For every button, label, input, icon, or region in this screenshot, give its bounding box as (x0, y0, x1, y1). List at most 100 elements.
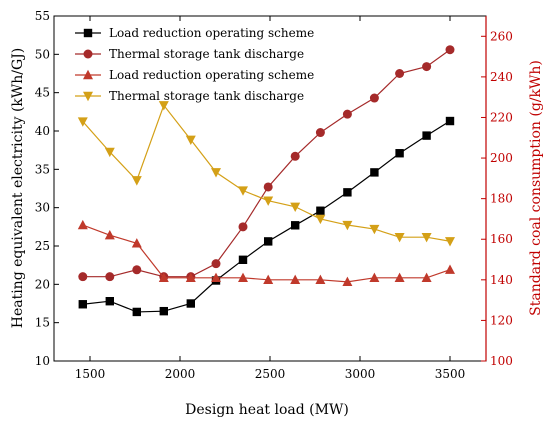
series-4-line (82, 104, 451, 242)
series-1-point (78, 300, 87, 309)
legend-label-1: Load reduction operating scheme (109, 26, 314, 40)
series-4-point (394, 233, 405, 243)
series-1-point (370, 168, 379, 177)
series-2-point (369, 93, 379, 103)
x-tick-label: 3500 (435, 367, 466, 381)
y-left-tick-label: 15 (35, 316, 50, 330)
series-3-point (421, 272, 432, 282)
series-2-point (211, 259, 221, 269)
y-left-tick-label: 45 (35, 86, 50, 100)
x-axis-title: Design heat load (MW) (185, 402, 349, 418)
y-right-tick-label: 120 (490, 313, 513, 327)
series-2-point (342, 109, 352, 119)
y-left-tick-label: 55 (35, 9, 50, 23)
series-2-point (445, 45, 455, 55)
series-1-point (105, 297, 114, 306)
series-1 (78, 116, 455, 317)
legend-marker-1 (83, 28, 93, 38)
y-right-tick-label: 240 (490, 70, 513, 84)
series-3-point (185, 272, 196, 282)
series-3-point (131, 238, 142, 248)
legend-marker-2 (83, 49, 93, 59)
series-4-point (342, 220, 353, 231)
y-left-tick-label: 25 (35, 239, 50, 253)
y-right-tick-label: 180 (490, 192, 513, 206)
series-3-point (263, 274, 274, 285)
series-3 (77, 219, 455, 287)
series-2-point (422, 62, 432, 72)
series-1-point (264, 237, 273, 246)
series-1-point (238, 255, 248, 264)
y-left-tick-label: 40 (35, 124, 50, 138)
series-2-point (395, 69, 405, 78)
series-1-point (316, 206, 325, 215)
legend-marker-3 (83, 69, 93, 80)
y-right-tick-label: 200 (490, 151, 513, 165)
series-2 (78, 45, 455, 282)
y-right-tick-label: 100 (490, 354, 513, 368)
series-4-point (77, 117, 88, 127)
series-group (77, 45, 455, 317)
series-3-point (238, 272, 248, 282)
series-1-point (186, 299, 195, 308)
y-right-axis-title: Standard coal consumption (g/kWh) (528, 60, 544, 316)
series-4-point (263, 196, 274, 206)
y-axis-left: 10 15 20 25 30 35 40 45 50 55 (35, 9, 59, 368)
series-2-point (132, 265, 142, 275)
series-4-point (158, 101, 169, 111)
series-4-point (315, 214, 326, 225)
y-right-tick-label: 260 (490, 29, 513, 43)
y-left-tick-label: 35 (35, 162, 50, 176)
series-3-point (394, 272, 405, 282)
series-4-point (104, 147, 115, 158)
series-3-point (77, 219, 88, 230)
series-2-point (105, 272, 115, 282)
y-right-tick-label: 160 (490, 232, 513, 246)
series-3-point (342, 276, 353, 287)
series-4 (77, 101, 455, 247)
y-left-tick-label: 20 (35, 277, 50, 291)
y-right-tick-label: 220 (490, 110, 513, 124)
series-4-point (421, 233, 432, 243)
series-3-point (290, 274, 301, 285)
series-1-point (291, 221, 300, 230)
series-2-point (290, 151, 300, 161)
y-axis-right: 100 120 140 160 180 200 220 240 260 (481, 29, 513, 368)
series-3-point (369, 272, 380, 282)
x-axis: 1500 2000 2500 3000 3500 (75, 16, 466, 381)
series-2-point (78, 272, 88, 282)
series-3-point (158, 272, 169, 282)
series-2-point (263, 182, 273, 192)
x-tick-label: 3000 (345, 367, 376, 381)
series-4-point (185, 135, 196, 145)
legend-label-4: Thermal storage tank discharge (109, 89, 304, 103)
series-3-point (211, 272, 221, 282)
series-2-point (238, 222, 248, 232)
y-right-tick-label: 140 (490, 273, 513, 287)
legend-label-3: Load reduction operating scheme (109, 68, 314, 82)
x-tick-label: 2000 (165, 367, 196, 381)
legend-label-2: Thermal storage tank discharge (109, 47, 304, 61)
series-3-point (104, 229, 115, 240)
legend: Load reduction operating scheme Thermal s… (75, 26, 314, 103)
series-1-point (395, 149, 404, 158)
series-1-point (343, 188, 352, 197)
y-left-tick-label: 30 (35, 201, 50, 215)
series-1-point (445, 116, 455, 126)
x-tick-label: 1500 (75, 367, 106, 381)
series-4-point (238, 186, 248, 196)
y-left-axis-title: Heating equivalent electricity (kWh/GJ) (10, 48, 26, 329)
y-left-tick-label: 10 (35, 354, 50, 368)
series-2-point (315, 128, 325, 138)
legend-marker-4 (83, 91, 93, 102)
x-tick-label: 2500 (255, 367, 286, 381)
series-1-point (132, 307, 141, 317)
series-1-point (422, 131, 431, 140)
series-1-point (159, 306, 168, 316)
y-left-tick-label: 50 (35, 47, 50, 61)
series-3-point (315, 274, 326, 285)
series-3-point (445, 264, 455, 274)
series-4-point (131, 176, 142, 186)
series-4-point (445, 237, 455, 247)
